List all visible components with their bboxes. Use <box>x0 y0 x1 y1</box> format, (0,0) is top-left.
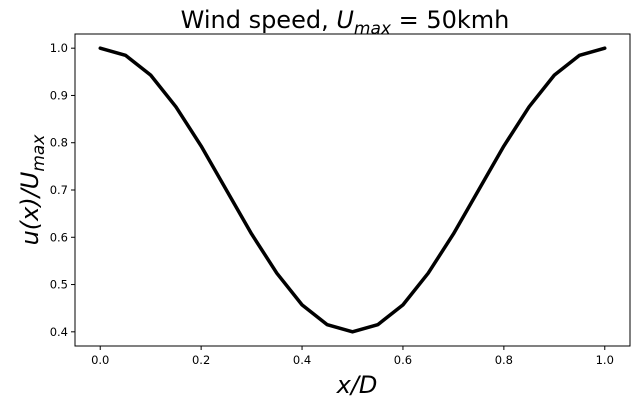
y-tick-label: 0.4 <box>50 325 68 339</box>
y-tick-label: 0.9 <box>50 88 68 102</box>
x-tick-label: 0.6 <box>394 353 412 367</box>
plot-area: 0.0 0.2 0.4 0.6 0.8 1.0 0.4 0.5 0.6 0.7 0.8 0.9 1.0 <box>50 33 631 367</box>
y-tick-label: 0.6 <box>50 230 68 244</box>
y-tick-label: 1.0 <box>50 41 68 55</box>
y-tick-label: 0.8 <box>50 136 68 150</box>
series-line <box>98 46 607 334</box>
y-tick-label: 0.7 <box>50 183 68 197</box>
y-axis-label: u(x)/Umax <box>16 134 49 246</box>
chart-title: Wind speed, Umax = 50kmh <box>181 6 510 39</box>
x-tick-label: 0.4 <box>293 353 311 367</box>
y-tick-label: 0.5 <box>50 278 68 292</box>
x-tick-label: 0.0 <box>91 353 109 367</box>
x-tick-label: 0.2 <box>192 353 210 367</box>
x-tick-label: 1.0 <box>596 353 614 367</box>
x-axis-label: x/D <box>336 371 378 399</box>
plot-frame <box>74 33 631 347</box>
x-tick-label: 0.8 <box>495 353 513 367</box>
